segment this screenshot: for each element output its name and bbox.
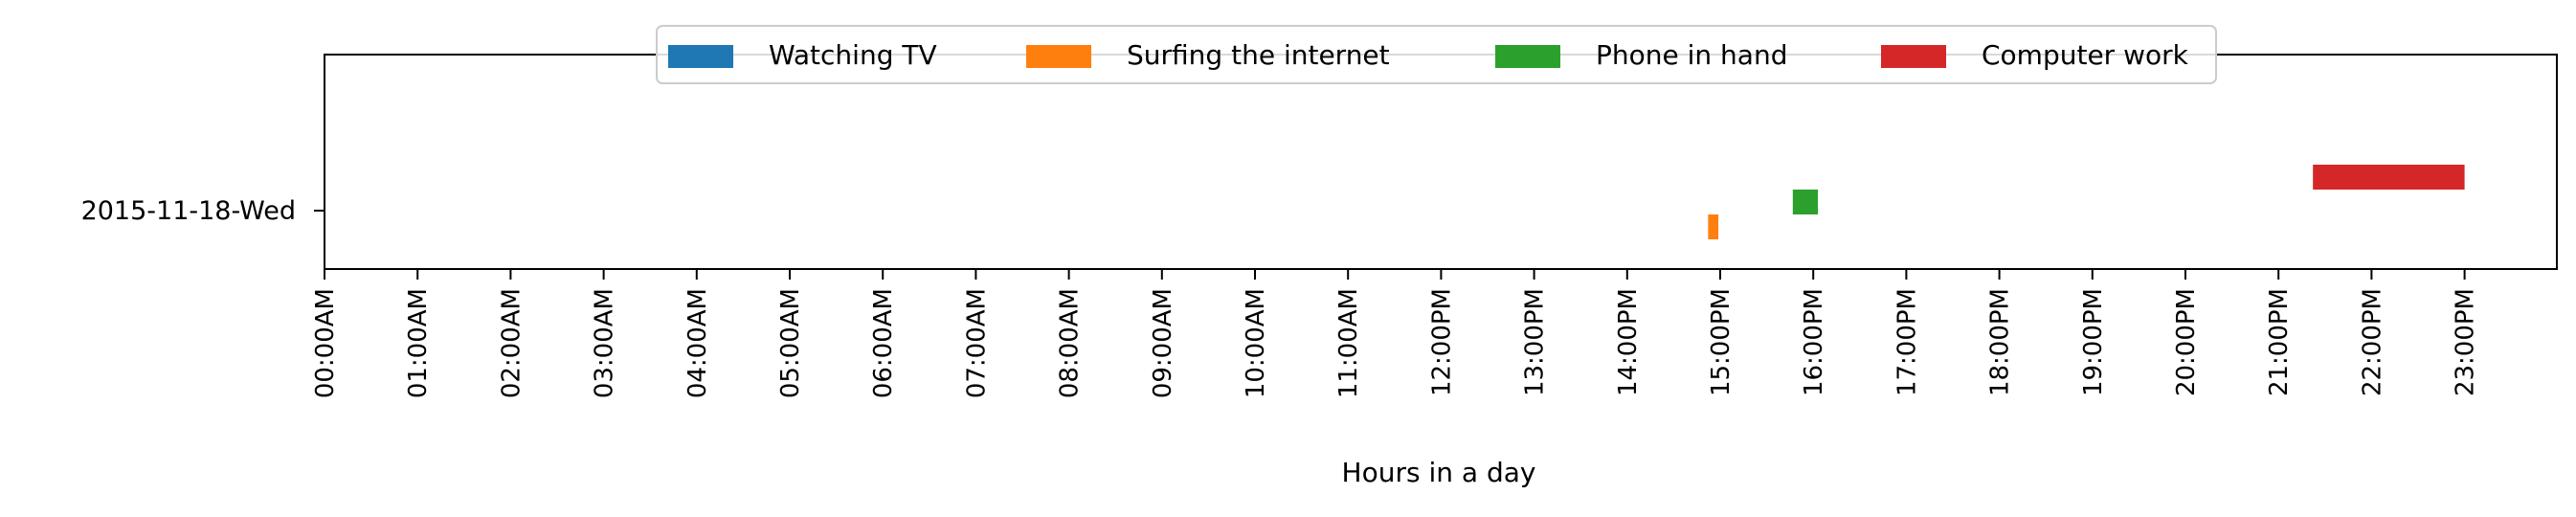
x-axis-ticks: 00:00AM 01:00AM 02:00AM 03:00AM 04:00AM 05:00… xyxy=(311,269,2480,398)
x-tick-label: 15:00PM xyxy=(1707,288,1736,396)
legend-label: Computer work xyxy=(1982,39,2189,71)
activity-bar xyxy=(1708,214,1719,239)
x-tick-label: 00:00AM xyxy=(311,288,340,398)
legend-swatch xyxy=(1495,45,1560,68)
x-tick-label: 14:00PM xyxy=(1614,288,1643,396)
x-tick-label: 17:00PM xyxy=(1893,288,1921,396)
x-tick-label: 02:00AM xyxy=(497,288,526,398)
x-tick-label: 11:00AM xyxy=(1334,288,1363,398)
plot-frame xyxy=(324,54,2558,270)
x-tick-label: 07:00AM xyxy=(962,288,991,398)
x-tick-label: 20:00PM xyxy=(2172,288,2201,396)
x-tick-label: 05:00AM xyxy=(776,288,805,398)
x-tick-label: 18:00PM xyxy=(1986,288,2015,396)
x-tick-label: 22:00PM xyxy=(2358,288,2386,396)
x-tick-label: 23:00PM xyxy=(2452,288,2480,396)
legend-label: Watching TV xyxy=(769,39,937,71)
legend: Watching TV Surfing the internet Phone in … xyxy=(656,25,2217,84)
x-tick-label: 03:00AM xyxy=(591,288,619,398)
x-tick-label: 06:00AM xyxy=(869,288,898,398)
activity-bar xyxy=(1792,190,1819,214)
x-tick-label: 13:00PM xyxy=(1521,288,1550,396)
x-tick-label: 21:00PM xyxy=(2265,288,2294,396)
activity-bars xyxy=(1708,165,2465,239)
x-tick-label: 08:00AM xyxy=(1056,288,1085,398)
x-tick-label: 04:00AM xyxy=(683,288,712,398)
legend-label: Surfing the internet xyxy=(1127,39,1390,71)
x-tick-label: 09:00AM xyxy=(1149,288,1177,398)
legend-swatch xyxy=(1026,45,1091,68)
x-tick-label: 12:00PM xyxy=(1427,288,1456,396)
x-tick-label: 01:00AM xyxy=(404,288,433,398)
activity-bar xyxy=(2313,165,2465,190)
legend-label: Phone in hand xyxy=(1596,39,1787,71)
legend-box xyxy=(656,25,2217,84)
legend-swatch xyxy=(1881,45,1946,68)
x-tick-label: 10:00AM xyxy=(1242,288,1270,398)
legend-swatch xyxy=(668,45,733,68)
y-axis-ticks: 2015-11-18-Wed xyxy=(81,196,325,226)
x-tick-label: 19:00PM xyxy=(2079,288,2108,396)
x-axis-label: Hours in a day xyxy=(1342,457,1536,488)
x-tick-label: 16:00PM xyxy=(1800,288,1828,396)
y-tick-label: 2015-11-18-Wed xyxy=(81,196,296,226)
